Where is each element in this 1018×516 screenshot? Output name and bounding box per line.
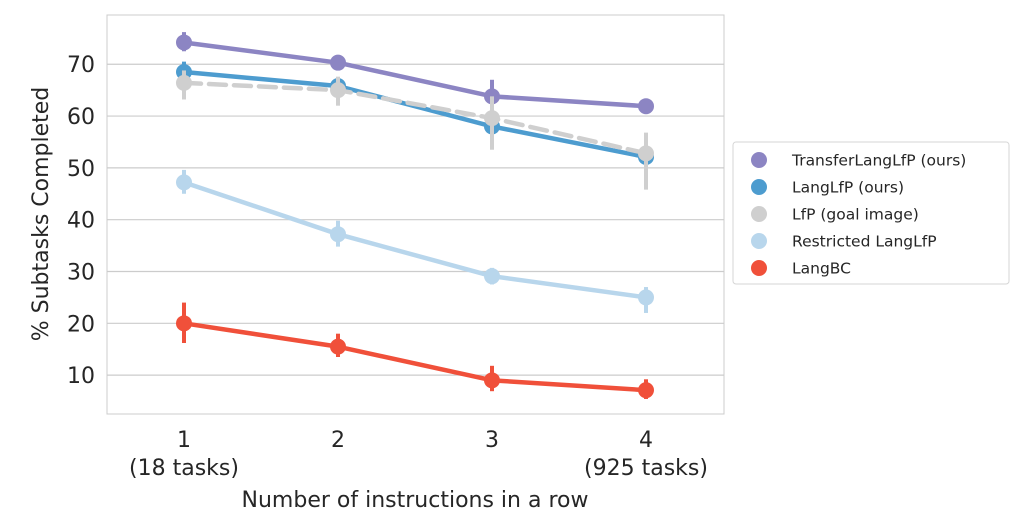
legend-label: Restricted LangLfP	[792, 233, 937, 251]
data-point	[330, 226, 346, 243]
y-tick-label: 50	[67, 157, 95, 182]
y-tick-label: 20	[67, 312, 95, 337]
data-point	[484, 372, 500, 389]
data-point	[638, 145, 654, 162]
series-line	[181, 180, 649, 300]
data-point	[484, 110, 500, 127]
y-axis-title: % Subtasks Completed	[29, 87, 54, 342]
x-tick-sublabel: (18 tasks)	[129, 456, 239, 481]
series-transferlanglfp-ours	[176, 32, 654, 115]
gridlines	[107, 63, 724, 376]
data-point	[330, 82, 346, 99]
x-tick-sublabel: (925 tasks)	[584, 456, 708, 481]
y-tick-label: 60	[67, 105, 95, 130]
legend-marker	[751, 206, 767, 222]
data-point	[176, 315, 192, 332]
data-point	[638, 289, 654, 306]
x-tick-label: 2	[331, 428, 345, 453]
x-tick-label: 3	[485, 428, 499, 453]
legend-marker	[751, 260, 767, 276]
y-tick-label: 70	[67, 53, 95, 78]
series-line	[181, 321, 649, 393]
data-point	[176, 74, 192, 91]
data-point	[484, 268, 500, 285]
series-langbc	[176, 302, 654, 399]
legend-marker	[751, 233, 767, 249]
legend-label: LangBC	[792, 260, 851, 278]
data-point	[176, 174, 192, 191]
y-tick-label: 40	[67, 209, 95, 234]
y-tick-labels: 10 20 30 40 50 60 70	[67, 53, 95, 389]
series-restricted-langlfp	[176, 169, 654, 313]
data-point	[638, 98, 654, 115]
series-line	[181, 80, 649, 156]
x-axis-title: Number of instructions in a row	[242, 488, 589, 513]
y-tick-label: 30	[67, 261, 95, 286]
data-point	[330, 54, 346, 71]
legend: TransferLangLfP (ours) LangLfP (ours) LfP …	[732, 141, 1010, 285]
legend-label: TransferLangLfP (ours)	[791, 152, 966, 170]
x-tick-label: 4	[639, 428, 653, 453]
series-lfp-goal-image	[176, 70, 654, 190]
legend-frame	[732, 141, 1010, 285]
legend-label: LfP (goal image)	[792, 206, 919, 224]
data-point	[330, 338, 346, 355]
series-line	[181, 69, 649, 160]
legend-marker	[751, 179, 767, 195]
x-tick-label: 1	[177, 428, 191, 453]
plot-area-frame	[106, 14, 725, 415]
legend-label: LangLfP (ours)	[792, 179, 904, 197]
data-point	[638, 382, 654, 399]
x-tick-labels: 1 (18 tasks) 2 3 4 (925 tasks)	[129, 428, 708, 481]
series-line	[181, 40, 649, 109]
legend-marker	[751, 152, 767, 168]
series-layer	[176, 32, 654, 399]
y-tick-label: 10	[67, 364, 95, 389]
data-point	[176, 34, 192, 51]
